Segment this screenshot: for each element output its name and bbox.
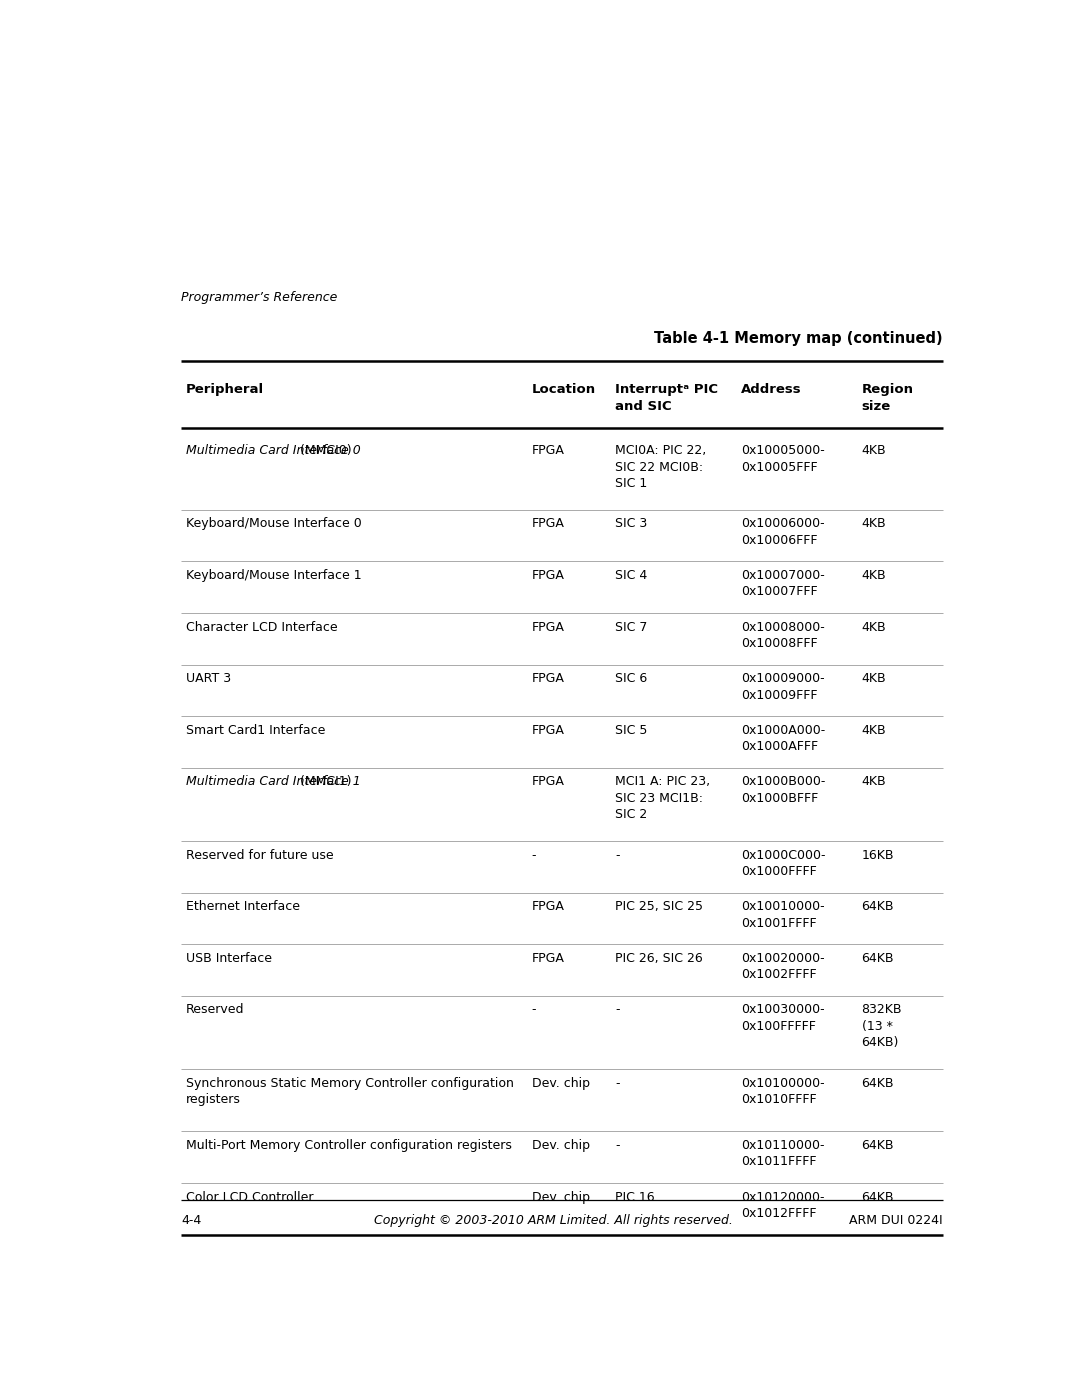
Text: 0x10120000-
0x1012FFFF: 0x10120000- 0x1012FFFF <box>741 1190 824 1220</box>
Text: 4KB: 4KB <box>862 620 887 633</box>
Text: FPGA: FPGA <box>531 444 565 457</box>
Text: Color LCD Controller: Color LCD Controller <box>186 1190 313 1204</box>
Text: SIC 6: SIC 6 <box>616 672 648 685</box>
Text: PIC 16: PIC 16 <box>616 1190 656 1204</box>
Text: Smart Card1 Interface: Smart Card1 Interface <box>186 724 325 736</box>
Text: 4KB: 4KB <box>862 569 887 583</box>
Text: PIC 26, SIC 26: PIC 26, SIC 26 <box>616 951 703 965</box>
Text: Reserved for future use: Reserved for future use <box>186 848 334 862</box>
Text: Programmer’s Reference: Programmer’s Reference <box>181 292 337 305</box>
Text: -: - <box>616 848 620 862</box>
Text: 4KB: 4KB <box>862 517 887 531</box>
Text: Multi-Port Memory Controller configuration registers: Multi-Port Memory Controller configurati… <box>186 1139 512 1153</box>
Text: Address: Address <box>741 383 801 395</box>
Text: 0x10030000-
0x100FFFFF: 0x10030000- 0x100FFFFF <box>741 1003 825 1032</box>
Text: Copyright © 2003-2010 ARM Limited. All rights reserved.: Copyright © 2003-2010 ARM Limited. All r… <box>374 1214 733 1228</box>
Text: FPGA: FPGA <box>531 900 565 914</box>
Text: Dev. chip: Dev. chip <box>531 1190 590 1204</box>
Text: ARM DUI 0224I: ARM DUI 0224I <box>849 1214 943 1228</box>
Text: 0x10100000-
0x1010FFFF: 0x10100000- 0x1010FFFF <box>741 1077 825 1106</box>
Text: PIC 25, SIC 25: PIC 25, SIC 25 <box>616 900 703 914</box>
Text: Dev. chip: Dev. chip <box>531 1139 590 1153</box>
Text: FPGA: FPGA <box>531 620 565 633</box>
Text: (MMCI1): (MMCI1) <box>296 775 351 788</box>
Text: Location: Location <box>531 383 596 395</box>
Text: Keyboard/Mouse Interface 1: Keyboard/Mouse Interface 1 <box>186 569 362 583</box>
Text: Dev. chip: Dev. chip <box>531 1077 590 1090</box>
Text: 0x1000B000-
0x1000BFFF: 0x1000B000- 0x1000BFFF <box>741 775 825 805</box>
Text: 64KB: 64KB <box>862 1190 894 1204</box>
Text: 4KB: 4KB <box>862 444 887 457</box>
Text: 0x10009000-
0x10009FFF: 0x10009000- 0x10009FFF <box>741 672 825 701</box>
Text: 0x10008000-
0x10008FFF: 0x10008000- 0x10008FFF <box>741 620 825 650</box>
Text: Synchronous Static Memory Controller configuration
registers: Synchronous Static Memory Controller con… <box>186 1077 514 1106</box>
Text: FPGA: FPGA <box>531 724 565 736</box>
Text: 16KB: 16KB <box>862 848 894 862</box>
Text: FPGA: FPGA <box>531 775 565 788</box>
Text: Ethernet Interface: Ethernet Interface <box>186 900 300 914</box>
Text: -: - <box>616 1077 620 1090</box>
Text: -: - <box>616 1003 620 1017</box>
Text: 64KB: 64KB <box>862 1077 894 1090</box>
Text: 4-4: 4-4 <box>181 1214 201 1228</box>
Text: 0x1000A000-
0x1000AFFF: 0x1000A000- 0x1000AFFF <box>741 724 825 753</box>
Text: SIC 5: SIC 5 <box>616 724 648 736</box>
Text: 0x10010000-
0x1001FFFF: 0x10010000- 0x1001FFFF <box>741 900 825 929</box>
Text: 64KB: 64KB <box>862 900 894 914</box>
Text: 0x1000C000-
0x1000FFFF: 0x1000C000- 0x1000FFFF <box>741 848 825 879</box>
Text: Keyboard/Mouse Interface 0: Keyboard/Mouse Interface 0 <box>186 517 362 531</box>
Text: Multimedia Card Interface 1: Multimedia Card Interface 1 <box>186 775 361 788</box>
Text: -: - <box>531 1003 537 1017</box>
Text: 0x10006000-
0x10006FFF: 0x10006000- 0x10006FFF <box>741 517 825 546</box>
Text: Region
size: Region size <box>862 383 914 412</box>
Text: -: - <box>616 1139 620 1153</box>
Text: 4KB: 4KB <box>862 775 887 788</box>
Text: 832KB
(13 *
64KB): 832KB (13 * 64KB) <box>862 1003 902 1049</box>
Text: Character LCD Interface: Character LCD Interface <box>186 620 338 633</box>
Text: Interruptᵃ PIC
and SIC: Interruptᵃ PIC and SIC <box>616 383 718 412</box>
Text: 64KB: 64KB <box>862 951 894 965</box>
Text: UART 3: UART 3 <box>186 672 231 685</box>
Text: Reserved: Reserved <box>186 1003 244 1017</box>
Text: Multimedia Card Interface 0: Multimedia Card Interface 0 <box>186 444 361 457</box>
Text: FPGA: FPGA <box>531 672 565 685</box>
Text: 0x10110000-
0x1011FFFF: 0x10110000- 0x1011FFFF <box>741 1139 824 1168</box>
Text: USB Interface: USB Interface <box>186 951 272 965</box>
Text: FPGA: FPGA <box>531 517 565 531</box>
Text: (MMCI0): (MMCI0) <box>296 444 351 457</box>
Text: 4KB: 4KB <box>862 724 887 736</box>
Text: 64KB: 64KB <box>862 1139 894 1153</box>
Text: 0x10007000-
0x10007FFF: 0x10007000- 0x10007FFF <box>741 569 825 598</box>
Text: -: - <box>531 848 537 862</box>
Text: SIC 4: SIC 4 <box>616 569 648 583</box>
Text: Table 4-1 Memory map (continued): Table 4-1 Memory map (continued) <box>654 331 943 346</box>
Text: FPGA: FPGA <box>531 569 565 583</box>
Text: 4KB: 4KB <box>862 672 887 685</box>
Text: SIC 3: SIC 3 <box>616 517 648 531</box>
Text: MCI0A: PIC 22,
SIC 22 MCI0B:
SIC 1: MCI0A: PIC 22, SIC 22 MCI0B: SIC 1 <box>616 444 706 490</box>
Text: FPGA: FPGA <box>531 951 565 965</box>
Text: MCI1 A: PIC 23,
SIC 23 MCI1B:
SIC 2: MCI1 A: PIC 23, SIC 23 MCI1B: SIC 2 <box>616 775 711 821</box>
Text: Peripheral: Peripheral <box>186 383 265 395</box>
Text: SIC 7: SIC 7 <box>616 620 648 633</box>
Text: 0x10005000-
0x10005FFF: 0x10005000- 0x10005FFF <box>741 444 825 474</box>
Text: 0x10020000-
0x1002FFFF: 0x10020000- 0x1002FFFF <box>741 951 825 981</box>
